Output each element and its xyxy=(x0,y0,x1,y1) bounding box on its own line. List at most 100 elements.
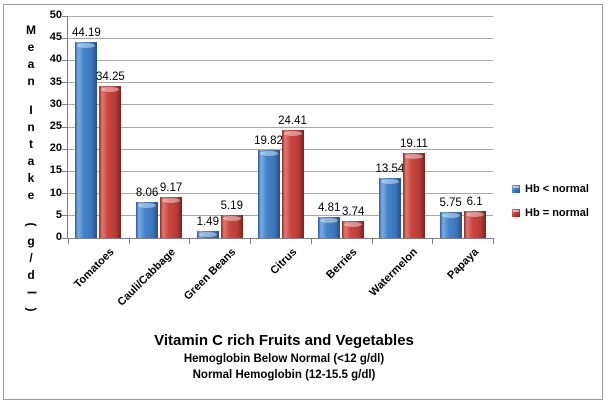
chart-title: Vitamin C rich Fruits and Vegetables xyxy=(154,332,414,349)
chart-border xyxy=(3,4,603,400)
y-axis-title-char: I xyxy=(29,103,33,117)
bar xyxy=(75,41,98,238)
legend: Hb < normal Hb = normal xyxy=(512,181,589,229)
bar-value-label: 34.25 xyxy=(95,70,125,83)
bar-value-label: 5.75 xyxy=(439,197,462,210)
y-tick-label: 50 xyxy=(49,9,62,21)
bar xyxy=(99,85,122,238)
y-axis-line xyxy=(67,16,68,239)
bar xyxy=(318,216,341,238)
bar xyxy=(257,149,280,238)
x-axis-tickmark xyxy=(128,239,130,244)
gridline xyxy=(68,126,493,128)
y-axis-title-char: a xyxy=(27,57,35,71)
gridline xyxy=(68,15,493,17)
y-axis-tickmark xyxy=(62,237,67,239)
bar xyxy=(378,177,401,238)
x-axis-tickmark xyxy=(492,239,494,244)
y-axis-tickmark xyxy=(62,82,67,84)
y-axis-tickmark xyxy=(62,104,67,106)
x-axis-tickmark xyxy=(249,239,251,244)
y-axis-tickmark xyxy=(62,215,67,217)
legend-item: Hb = normal xyxy=(512,205,589,221)
x-axis-tickmark xyxy=(67,239,69,244)
y-axis-title-char: e xyxy=(27,40,35,54)
y-axis-tickmark xyxy=(62,148,67,150)
y-tick-label: 45 xyxy=(49,31,62,44)
bar xyxy=(220,214,243,238)
bar-value-label: 4.81 xyxy=(318,201,341,214)
bar-value-label: 8.06 xyxy=(135,187,159,200)
y-tick-label: 5 xyxy=(55,208,62,221)
chart-subtitle-2: Normal Hemoglobin (12-15.5 g/dl) xyxy=(192,369,376,381)
y-axis-tickmark xyxy=(62,193,67,195)
y-axis-title-char: t xyxy=(29,137,33,151)
y-tick-label: 0 xyxy=(55,231,62,243)
bar-value-label: 13.54 xyxy=(375,162,405,175)
legend-label: Hb = normal xyxy=(525,207,589,219)
y-axis-title-char: k xyxy=(27,171,35,185)
y-tick-label: 10 xyxy=(49,186,62,199)
y-tick-label: 20 xyxy=(49,142,62,155)
legend-swatch xyxy=(512,209,520,217)
x-axis-tickmark xyxy=(188,239,190,244)
gridline xyxy=(68,170,493,172)
bar-value-label: 44.19 xyxy=(71,26,101,39)
x-axis-tickmark xyxy=(310,239,312,244)
y-tick-label: 40 xyxy=(49,53,62,66)
y-axis-title-char: d xyxy=(27,268,35,282)
x-axis-line xyxy=(67,238,494,239)
bar xyxy=(342,221,365,238)
y-axis-title-char: / xyxy=(29,251,33,265)
bar xyxy=(136,202,159,238)
y-tick-label: 35 xyxy=(49,75,62,88)
legend-swatch xyxy=(512,185,520,193)
y-axis-tickmark xyxy=(62,59,67,61)
y-axis-title-char: a xyxy=(27,154,35,168)
bar-value-label: 19.11 xyxy=(399,138,428,151)
y-axis-title-char: e xyxy=(27,188,35,202)
title-block: Vitamin C rich Fruits and Vegetables Hem… xyxy=(68,331,500,383)
legend-item: Hb < normal xyxy=(512,181,589,197)
y-axis-title-char: M xyxy=(26,23,36,37)
y-axis-tickmark xyxy=(62,126,67,128)
y-tick-label: 25 xyxy=(49,120,62,132)
gridline xyxy=(68,104,493,106)
bar xyxy=(402,153,425,238)
bar xyxy=(463,210,486,238)
x-axis-tickmark xyxy=(371,239,373,244)
bar-value-label: 24.41 xyxy=(278,114,307,127)
gridline xyxy=(68,37,493,39)
y-axis-title-char: n xyxy=(27,120,35,134)
gridline xyxy=(68,82,493,84)
y-axis-title-char: g xyxy=(27,234,35,248)
bar-value-label: 3.74 xyxy=(342,206,365,219)
plot-area: 44.19 34.25 Tomatoes 8.06 9.17 Cauli/Cabbage 1… xyxy=(62,15,494,309)
bar-value-label: 19.82 xyxy=(254,134,283,147)
y-axis-tickmark xyxy=(62,170,67,172)
y-axis-title-char: n xyxy=(27,74,35,88)
bar xyxy=(281,129,304,238)
bar-value-label: 9.17 xyxy=(159,182,183,195)
gridline xyxy=(68,193,493,195)
bar-value-label: 1.49 xyxy=(196,216,219,229)
y-axis-tickmark xyxy=(62,37,67,39)
bar-value-label: 6.1 xyxy=(466,195,483,208)
x-axis-tickmark xyxy=(431,239,433,244)
bar xyxy=(160,197,183,238)
y-axis-tickmark xyxy=(62,15,67,17)
chart-subtitle-1: Hemoglobin Below Normal (<12 g/dl) xyxy=(183,353,385,365)
gridline xyxy=(68,215,493,217)
y-axis-title-char: l xyxy=(24,290,39,295)
legend-label: Hb < normal xyxy=(525,183,589,195)
y-axis-title-char: ) xyxy=(24,307,39,312)
gridline xyxy=(68,59,493,61)
gridline xyxy=(68,148,493,150)
bar xyxy=(439,212,462,238)
bar xyxy=(196,231,219,238)
y-tick-label: 15 xyxy=(49,164,62,177)
bar-value-label: 5.19 xyxy=(220,199,243,212)
y-tick-label: 30 xyxy=(49,97,62,110)
